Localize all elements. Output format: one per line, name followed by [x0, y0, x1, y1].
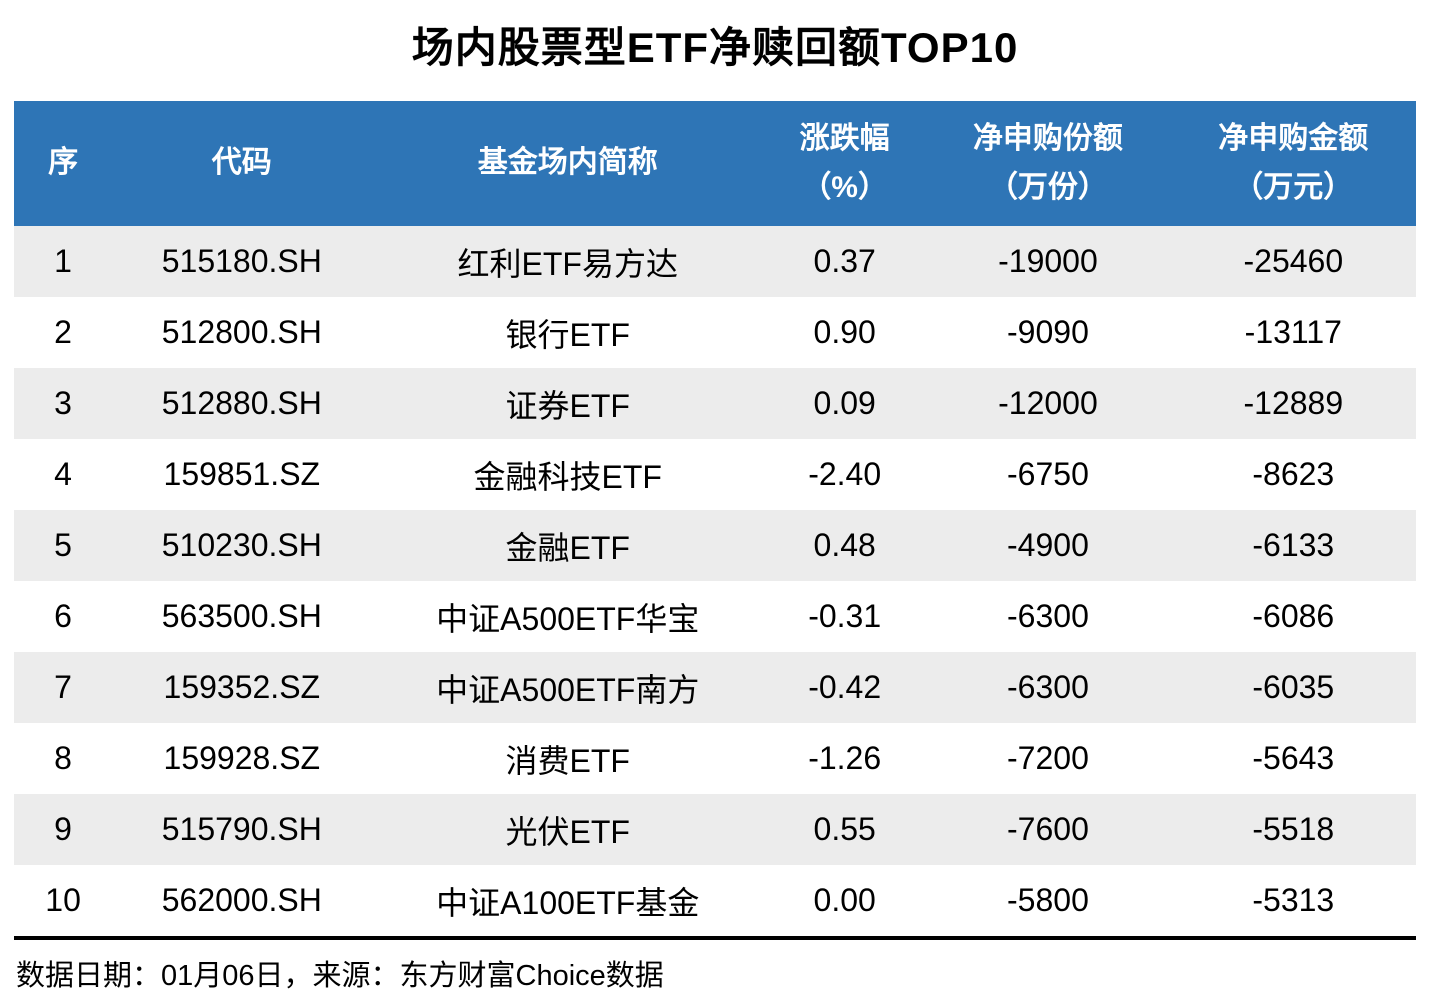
- cell-change: 0.37: [764, 226, 926, 297]
- cell-name: 金融ETF: [371, 510, 765, 581]
- col-header-change-unit: （%）: [801, 170, 888, 204]
- col-header-code-label: 代码: [211, 146, 272, 180]
- table-row: 10 562000.SH 中证A100ETF基金 0.00 -5800 -531…: [14, 865, 1416, 936]
- cell-seq: 6: [14, 581, 113, 652]
- table-row: 5 510230.SH 金融ETF 0.48 -4900 -6133: [14, 510, 1416, 581]
- cell-net-amount: -6133: [1170, 510, 1416, 581]
- col-header-seq: 序: [14, 101, 113, 226]
- col-header-change-label: 涨跌幅: [799, 121, 890, 155]
- col-header-net-shares: 净申购份额 （万份）: [925, 101, 1171, 226]
- cell-seq: 2: [14, 297, 113, 368]
- cell-net-shares: -6750: [925, 439, 1171, 510]
- table-row: 7 159352.SZ 中证A500ETF南方 -0.42 -6300 -603…: [14, 652, 1416, 723]
- col-header-net-amount-label: 净申购金额: [1218, 121, 1369, 155]
- cell-code: 512880.SH: [112, 368, 372, 439]
- cell-change: -0.42: [764, 652, 926, 723]
- page-title: 场内股票型ETF净赎回额TOP10: [411, 24, 1019, 71]
- cell-code: 515180.SH: [112, 226, 372, 297]
- cell-code: 510230.SH: [112, 510, 372, 581]
- cell-net-shares: -5800: [925, 865, 1171, 936]
- cell-seq: 9: [14, 794, 113, 865]
- cell-name: 证券ETF: [371, 368, 765, 439]
- cell-code: 562000.SH: [112, 865, 372, 936]
- table-row: 3 512880.SH 证券ETF 0.09 -12000 -12889: [14, 368, 1416, 439]
- col-header-name: 基金场内简称: [371, 101, 765, 226]
- table-row: 4 159851.SZ 金融科技ETF -2.40 -6750 -8623: [14, 439, 1416, 510]
- cell-net-amount: -6086: [1170, 581, 1416, 652]
- cell-net-amount: -6035: [1170, 652, 1416, 723]
- cell-net-amount: -8623: [1170, 439, 1416, 510]
- table-row: 2 512800.SH 银行ETF 0.90 -9090 -13117: [14, 297, 1416, 368]
- col-header-code: 代码: [112, 101, 372, 226]
- cell-change: -2.40: [764, 439, 926, 510]
- cell-seq: 10: [14, 865, 113, 936]
- col-header-net-shares-unit: （万份）: [987, 170, 1108, 204]
- cell-net-shares: -6300: [925, 652, 1171, 723]
- col-header-net-amount: 净申购金额 （万元）: [1170, 101, 1416, 226]
- footer-note: 数据日期：01月06日，来源：东方财富Choice数据: [16, 960, 664, 992]
- cell-change: 0.00: [764, 865, 926, 936]
- cell-seq: 7: [14, 652, 113, 723]
- cell-name: 银行ETF: [371, 297, 765, 368]
- cell-net-shares: -12000: [925, 368, 1171, 439]
- cell-change: 0.48: [764, 510, 926, 581]
- cell-change: -1.26: [764, 723, 926, 794]
- cell-seq: 8: [14, 723, 113, 794]
- cell-seq: 4: [14, 439, 113, 510]
- etf-table: 序 代码 基金场内简称 涨跌幅 （%） 净申购份额 （万份） 净申购金额: [14, 101, 1416, 936]
- cell-name: 中证A100ETF基金: [371, 865, 765, 936]
- col-header-seq-label: 序: [48, 146, 79, 180]
- cell-net-shares: -6300: [925, 581, 1171, 652]
- cell-net-shares: -9090: [925, 297, 1171, 368]
- cell-name: 中证A500ETF华宝: [371, 581, 765, 652]
- cell-code: 159352.SZ: [112, 652, 372, 723]
- cell-net-shares: -19000: [925, 226, 1171, 297]
- cell-net-shares: -7200: [925, 723, 1171, 794]
- cell-name: 光伏ETF: [371, 794, 765, 865]
- cell-code: 563500.SH: [112, 581, 372, 652]
- cell-change: 0.09: [764, 368, 926, 439]
- cell-net-amount: -5518: [1170, 794, 1416, 865]
- cell-change: 0.90: [764, 297, 926, 368]
- table-bottom-border: [14, 936, 1416, 940]
- header-row: 序 代码 基金场内简称 涨跌幅 （%） 净申购份额 （万份） 净申购金额: [14, 101, 1416, 226]
- col-header-change: 涨跌幅 （%）: [764, 101, 926, 226]
- cell-name: 红利ETF易方达: [371, 226, 765, 297]
- cell-net-amount: -5313: [1170, 865, 1416, 936]
- table-row: 8 159928.SZ 消费ETF -1.26 -7200 -5643: [14, 723, 1416, 794]
- col-header-net-shares-label: 净申购份额: [972, 121, 1123, 155]
- cell-net-shares: -7600: [925, 794, 1171, 865]
- cell-change: -0.31: [764, 581, 926, 652]
- table-row: 6 563500.SH 中证A500ETF华宝 -0.31 -6300 -608…: [14, 581, 1416, 652]
- cell-seq: 1: [14, 226, 113, 297]
- cell-code: 512800.SH: [112, 297, 372, 368]
- col-header-name-label: 基金场内简称: [477, 146, 658, 180]
- cell-net-amount: -12889: [1170, 368, 1416, 439]
- cell-seq: 3: [14, 368, 113, 439]
- cell-code: 159928.SZ: [112, 723, 372, 794]
- cell-net-amount: -13117: [1170, 297, 1416, 368]
- cell-change: 0.55: [764, 794, 926, 865]
- cell-net-shares: -4900: [925, 510, 1171, 581]
- cell-name: 金融科技ETF: [371, 439, 765, 510]
- table-row: 1 515180.SH 红利ETF易方达 0.37 -19000 -25460: [14, 226, 1416, 297]
- cell-net-amount: -25460: [1170, 226, 1416, 297]
- cell-seq: 5: [14, 510, 113, 581]
- cell-code: 515790.SH: [112, 794, 372, 865]
- cell-name: 消费ETF: [371, 723, 765, 794]
- col-header-net-amount-unit: （万元）: [1233, 170, 1354, 204]
- cell-net-amount: -5643: [1170, 723, 1416, 794]
- cell-name: 中证A500ETF南方: [371, 652, 765, 723]
- cell-code: 159851.SZ: [112, 439, 372, 510]
- table-row: 9 515790.SH 光伏ETF 0.55 -7600 -5518: [14, 794, 1416, 865]
